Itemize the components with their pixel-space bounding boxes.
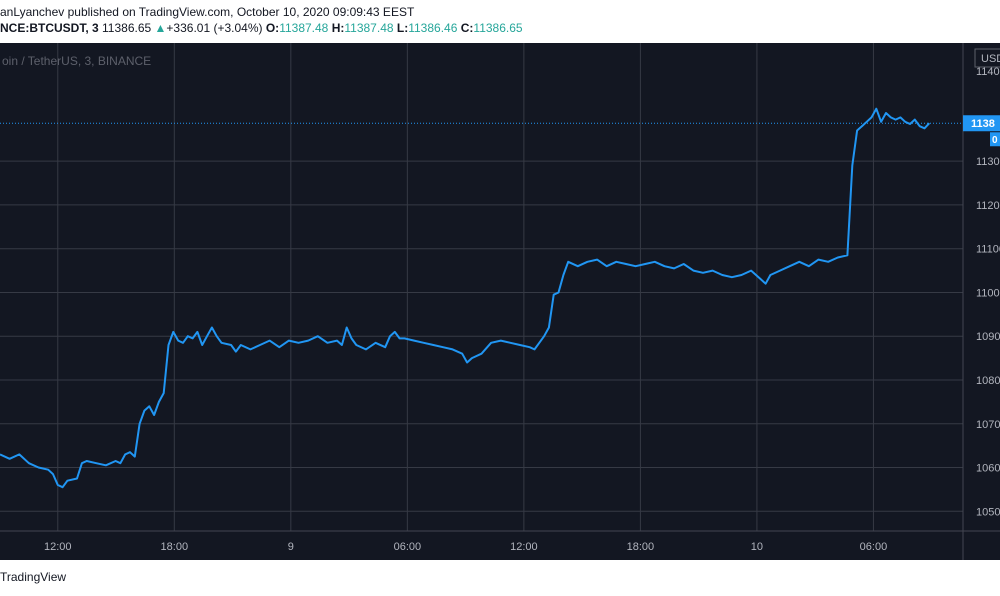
x-tick-label: 06:00 bbox=[860, 541, 888, 553]
currency-box[interactable] bbox=[974, 48, 1000, 68]
y-tick-label: 11100 bbox=[976, 244, 1000, 256]
time-axis[interactable]: 12:00 18:00 9 06:00 12:00 18:00 10 06:00 bbox=[44, 541, 887, 553]
y-tick-label: 10600 bbox=[976, 463, 1000, 475]
x-tick-label: 06:00 bbox=[394, 541, 422, 553]
countdown-tag bbox=[990, 132, 1000, 147]
published-info: anLyanchev published on TradingView.com,… bbox=[0, 2, 1000, 23]
price-change: +336.01 (+3.04%) bbox=[166, 21, 263, 35]
last-price-tag-text: 1138 bbox=[971, 118, 995, 130]
symbol-label: NCE:BTCUSDT, 3 bbox=[0, 21, 99, 35]
x-tick-label: 18:00 bbox=[627, 541, 655, 553]
last-price-tag bbox=[963, 115, 1000, 132]
last-price: 11386.65 bbox=[102, 21, 152, 35]
x-tick-label: 10 bbox=[751, 541, 763, 553]
y-tick-label: 11300 bbox=[976, 156, 1000, 168]
high-value: 11387.48 bbox=[344, 21, 394, 35]
chart-legend: oin / TetherUS, 3, BINANCE bbox=[2, 54, 151, 68]
x-tick-label: 12:00 bbox=[44, 541, 72, 553]
high-label: H: bbox=[331, 21, 345, 35]
open-label: O: bbox=[265, 21, 280, 35]
currency-label[interactable]: USD bbox=[981, 53, 1000, 65]
y-tick-label: 10700 bbox=[976, 419, 1000, 431]
low-value: 11386.46 bbox=[408, 21, 458, 35]
close-value: 11386.65 bbox=[473, 21, 523, 35]
low-label: L: bbox=[396, 21, 409, 35]
x-tick-label: 18:00 bbox=[161, 541, 189, 553]
brand-label: TradingView bbox=[0, 570, 67, 584]
ohlc-line: NCE:BTCUSDT, 3 11386.65 ▲+336.01 (+3.04%… bbox=[0, 18, 1000, 39]
x-tick-label: 12:00 bbox=[510, 541, 538, 553]
y-tick-label: 10500 bbox=[976, 506, 1000, 518]
open-value: 11387.48 bbox=[279, 21, 329, 35]
y-tick-label: 10800 bbox=[976, 375, 1000, 387]
x-tick-label: 9 bbox=[288, 541, 294, 553]
y-tick-label: 1140 bbox=[976, 66, 1000, 78]
countdown-tag-text: 0 bbox=[992, 135, 998, 146]
footer-brand: TradingView bbox=[0, 567, 66, 587]
published-line: anLyanchev published on TradingView.com,… bbox=[0, 5, 415, 19]
chart-svg[interactable]: 10500 10600 10700 10800 10900 11000 11100 11200… bbox=[0, 43, 1000, 560]
y-tick-label: 10900 bbox=[976, 331, 1000, 343]
price-chart[interactable]: 10500 10600 10700 10800 10900 11000 11100 11200… bbox=[0, 43, 1000, 560]
y-tick-label: 11200 bbox=[976, 200, 1000, 212]
grid bbox=[0, 43, 963, 531]
y-tick-label: 11000 bbox=[976, 287, 1000, 299]
up-arrow-icon: ▲ bbox=[154, 21, 167, 35]
price-series-line bbox=[0, 107, 931, 489]
close-label: C: bbox=[460, 21, 474, 35]
price-axis[interactable]: 10500 10600 10700 10800 10900 11000 11100 11200… bbox=[976, 66, 1000, 518]
